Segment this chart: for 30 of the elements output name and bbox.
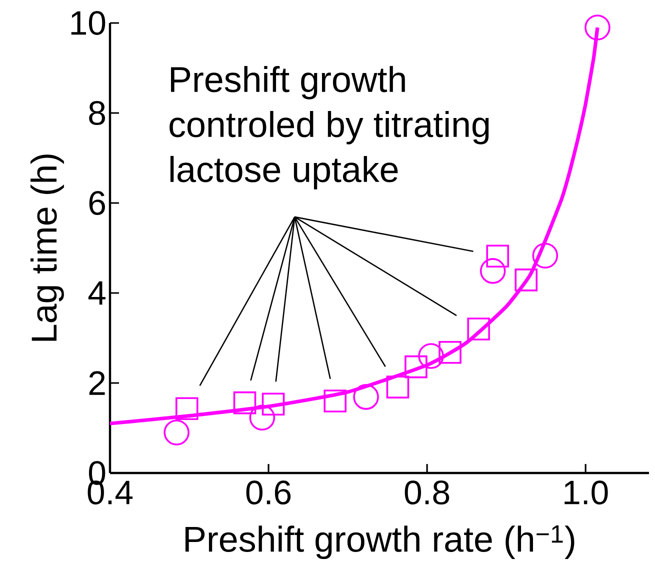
point: [514, 268, 538, 292]
x-tick-label: 0.6: [246, 480, 291, 504]
point: [532, 242, 558, 269]
point: [386, 376, 410, 398]
point: [262, 392, 285, 416]
y-tick-label: 4: [88, 281, 106, 305]
x-tick-label: 1.0: [564, 480, 608, 504]
point: [175, 397, 198, 420]
annotation: controled by titrating: [170, 110, 489, 144]
point: [467, 318, 490, 340]
annotation: lactose uptake: [170, 156, 398, 190]
y-tick-label: 2: [89, 371, 105, 395]
x-axis-title: Preshift growth rate (h$^{−1}$): [185, 525, 574, 560]
y-tick-label: 10: [71, 11, 106, 35]
point: [418, 343, 444, 369]
point: [438, 341, 462, 364]
y-tick-label: 6: [89, 191, 105, 215]
point: [353, 384, 379, 410]
point: [486, 244, 510, 268]
y-axis-title: Lag time (h): [30, 154, 64, 341]
point: [164, 420, 190, 446]
point: [584, 14, 610, 40]
annotation: Preshift growth: [171, 66, 405, 100]
point: [324, 390, 347, 412]
x-tick-label: 0.8: [404, 480, 450, 504]
point: [480, 258, 506, 284]
y-tick-label: 8: [89, 101, 106, 125]
point: [404, 355, 428, 378]
point: [249, 404, 276, 431]
point: [233, 391, 256, 414]
